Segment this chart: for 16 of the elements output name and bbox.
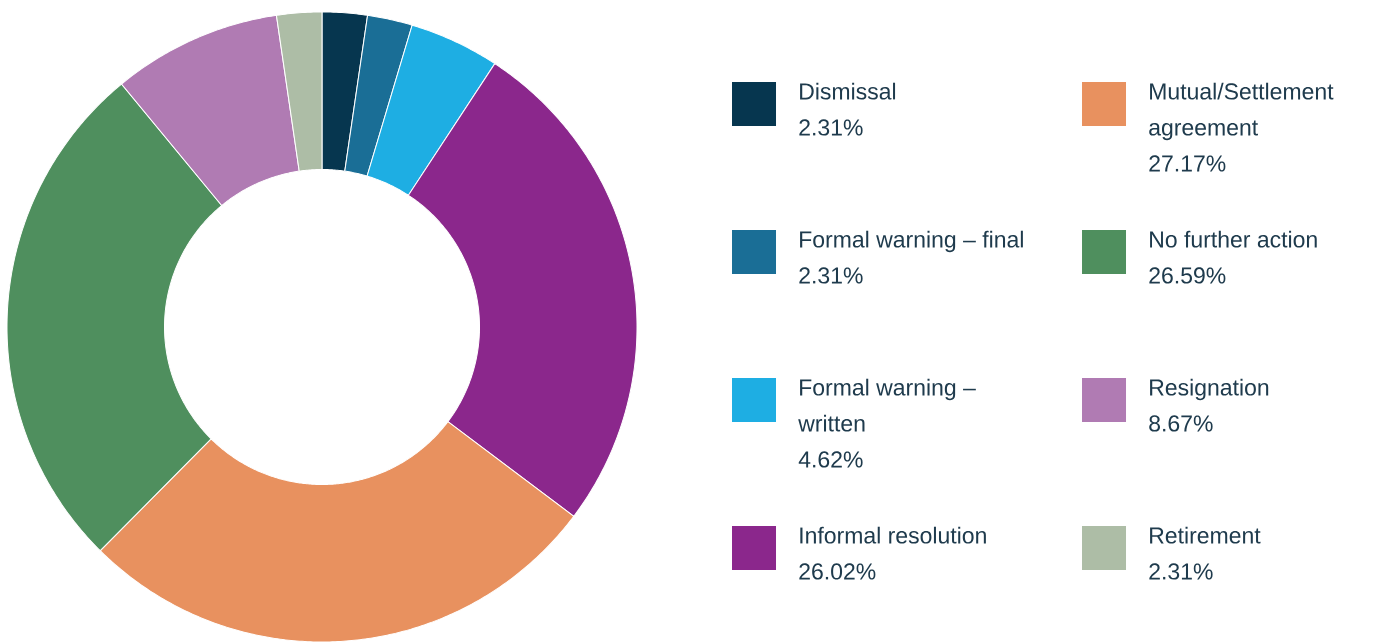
data-label: 2.31% bbox=[799, 119, 863, 136]
data-label: 2.31% bbox=[1149, 563, 1213, 580]
data-label: 26.59% bbox=[1149, 267, 1226, 284]
legend-label: Mutual/Settlement agreement bbox=[1149, 82, 1334, 141]
legend-label: Resignation bbox=[1150, 378, 1269, 401]
legend-label: No further action bbox=[1150, 230, 1317, 248]
legend-label: Formal warning – written bbox=[798, 378, 976, 432]
data-label: 27.17% bbox=[1149, 155, 1226, 172]
legend-label: Formal warning – final bbox=[800, 230, 1023, 253]
legend-label: Retirement bbox=[1150, 526, 1261, 544]
data-label: 4.62% bbox=[798, 451, 863, 468]
data-label: 26.02% bbox=[799, 563, 876, 580]
data-label: 2.31% bbox=[799, 267, 863, 284]
legend-label: Dismissal bbox=[800, 82, 896, 100]
data-label: 8.67% bbox=[1149, 415, 1213, 432]
legend-label: Informal resolution bbox=[800, 526, 986, 544]
